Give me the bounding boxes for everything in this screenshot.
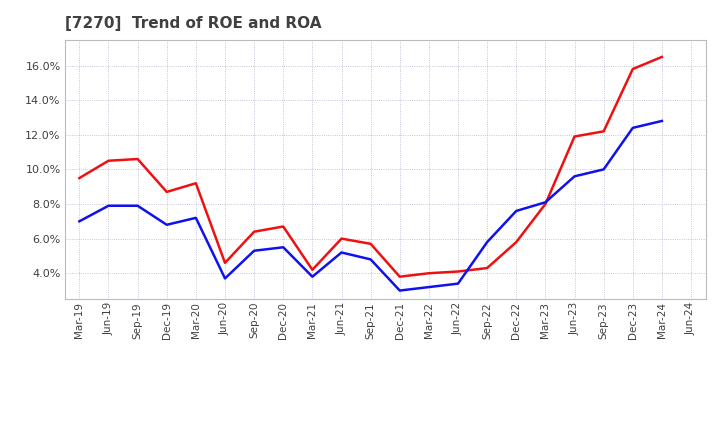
ROE xyxy=(570,134,579,139)
ROA xyxy=(279,245,287,250)
ROE xyxy=(192,180,200,186)
ROE xyxy=(308,267,317,272)
ROA xyxy=(337,250,346,255)
ROE xyxy=(541,202,550,207)
ROE xyxy=(629,66,637,72)
Line: ROA: ROA xyxy=(79,121,662,290)
ROA xyxy=(454,281,462,286)
ROA xyxy=(366,257,375,262)
ROE xyxy=(104,158,113,163)
ROE xyxy=(454,269,462,274)
ROE xyxy=(250,229,258,235)
ROA xyxy=(75,219,84,224)
ROE xyxy=(395,274,404,279)
ROA xyxy=(599,167,608,172)
ROA xyxy=(395,288,404,293)
ROA xyxy=(629,125,637,131)
ROA xyxy=(133,203,142,209)
ROE xyxy=(366,241,375,246)
ROE xyxy=(75,176,84,181)
ROE xyxy=(133,156,142,161)
ROA xyxy=(657,118,666,124)
ROE xyxy=(425,271,433,276)
ROA xyxy=(308,274,317,279)
ROA xyxy=(541,200,550,205)
ROE xyxy=(483,265,492,271)
Line: ROE: ROE xyxy=(79,57,662,277)
ROA xyxy=(570,174,579,179)
ROA xyxy=(192,215,200,220)
ROE xyxy=(599,128,608,134)
ROA xyxy=(425,284,433,290)
ROE xyxy=(279,224,287,229)
ROA xyxy=(250,248,258,253)
ROE xyxy=(220,260,229,265)
ROA xyxy=(220,276,229,281)
ROA xyxy=(483,239,492,245)
ROE xyxy=(337,236,346,241)
ROA xyxy=(104,203,113,209)
Text: [7270]  Trend of ROE and ROA: [7270] Trend of ROE and ROA xyxy=(65,16,321,32)
ROE xyxy=(163,189,171,194)
ROE xyxy=(657,54,666,59)
ROE xyxy=(512,239,521,245)
ROA xyxy=(512,208,521,213)
ROA xyxy=(163,222,171,227)
